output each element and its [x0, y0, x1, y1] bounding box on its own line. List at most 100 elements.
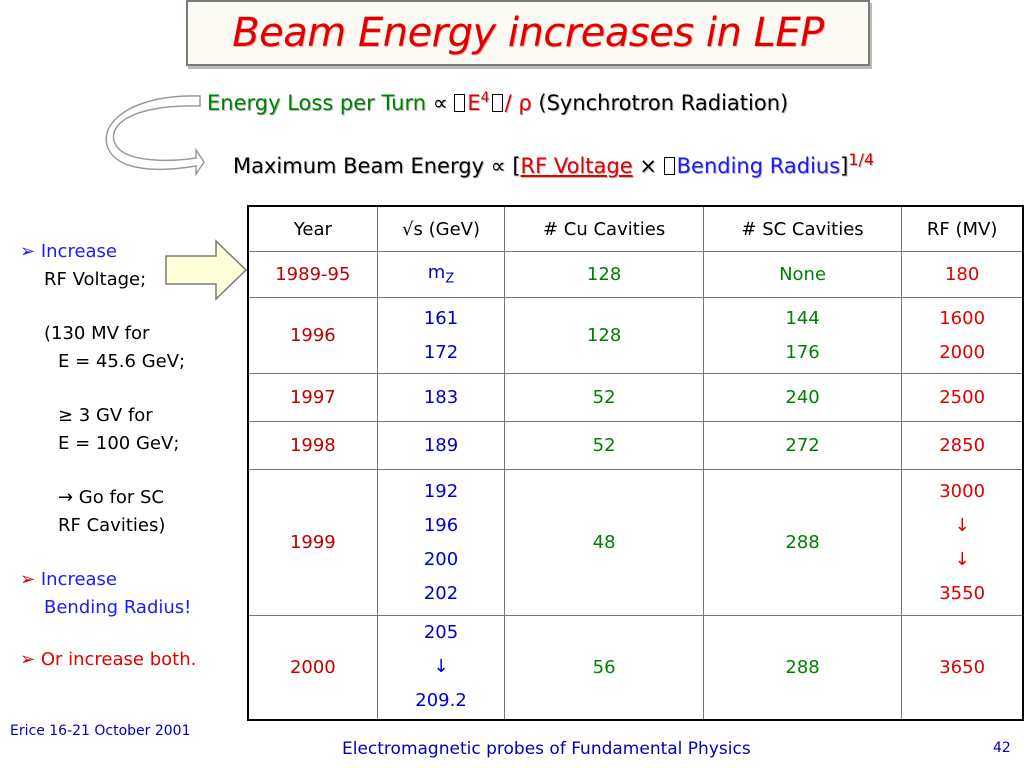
cell-value: 176 [785, 341, 820, 363]
mz-symbol: m [427, 262, 446, 284]
cell-sc: 240 [702, 373, 903, 422]
proportional-symbol: ∝ [ [490, 154, 521, 178]
table-row: 1999 192 196 200 202 48 288 3000 ↓ ↓ 3550 [247, 469, 1024, 616]
cell-value: 3550 [939, 582, 986, 604]
down-arrow-icon: ↓ [954, 548, 970, 570]
cell-year: 2000 [247, 615, 378, 720]
cell-value: 202 [423, 582, 459, 604]
cell-cu: 52 [504, 373, 704, 422]
energy-exponent: 4 [480, 90, 490, 106]
cell-sqrt-s: 161 172 [376, 297, 506, 374]
cell-sqrt-s: mZ [376, 251, 506, 298]
cell-year: 1997 [247, 373, 378, 422]
note-100gev: E = 100 GeV; [58, 433, 180, 454]
cell-value: 3000 [939, 480, 986, 502]
cell-value: 172 [423, 341, 459, 363]
table-row: 1997 183 52 240 2500 [247, 373, 1024, 422]
block-arrow-icon [165, 239, 248, 301]
proportional-symbol: ∝ [432, 91, 455, 115]
note-45gev: E = 45.6 GeV; [58, 351, 186, 372]
rho-symbol: ρ [518, 91, 539, 115]
cell-value: 161 [423, 307, 459, 329]
note-3gv: ≥ 3 GV for [58, 405, 153, 426]
header-cu-cavities: # Cu Cavities [504, 205, 704, 252]
cell-rf: 180 [901, 251, 1024, 298]
synchrotron-note: (Synchrotron Radiation) [538, 91, 789, 115]
mz-subscript: Z [445, 271, 455, 287]
max-energy-label: Maximum Beam Energy [233, 154, 491, 178]
max-energy-formula: Maximum Beam Energy ∝ [RF Voltage × Bend… [233, 150, 874, 178]
cell-value: 144 [785, 307, 820, 329]
cell-value: 209.2 [415, 690, 467, 712]
times-symbol: × [632, 154, 664, 178]
cell-value: 205 [423, 622, 459, 644]
energy-loss-label: Energy Loss per Turn [207, 91, 433, 115]
cell-cu: 128 [504, 297, 704, 374]
missing-glyph-box [491, 94, 503, 112]
header-rf: RF (MV) [901, 205, 1024, 252]
bullet-arrow-icon: ➢ [20, 649, 36, 670]
table-row: 1989-95 mZ 128 None 180 [247, 251, 1024, 298]
bending-radius-term: Bending Radius [676, 154, 841, 178]
table-row: 2000 205 ↓ 209.2 56 288 3650 [247, 615, 1024, 720]
table-row: 1998 189 52 272 2850 [247, 421, 1024, 470]
cell-value: 200 [423, 548, 459, 570]
cell-rf: 2500 [901, 373, 1024, 422]
cell-sc: 288 [702, 469, 903, 616]
rf-voltage-term: RF Voltage [520, 154, 633, 178]
note-rf-cavities: RF Cavities) [58, 515, 166, 536]
cell-value: 1600 [939, 307, 986, 329]
lep-energy-table: Year √s (GeV) # Cu Cavities # SC Cavitie… [247, 205, 1024, 721]
bullet-increase-rf: ➢ Increase [20, 238, 240, 266]
cell-value: 192 [423, 480, 459, 502]
cell-sqrt-s: 183 [376, 373, 506, 422]
header-year: Year [247, 205, 378, 252]
header-sc-cavities: # SC Cavities [702, 205, 903, 252]
note-go-sc: → Go for SC [58, 487, 164, 508]
cell-sqrt-s: 192 196 200 202 [376, 469, 506, 616]
cell-rf: 3650 [901, 615, 1024, 720]
down-arrow-icon: ↓ [433, 656, 449, 678]
header-sqrt-s: √s (GeV) [376, 205, 506, 252]
bullet-text-cont: Bending Radius! [44, 597, 192, 618]
table-row: 1996 161 172 128 144 176 1600 2000 [247, 297, 1024, 374]
bullet-text: Increase [40, 569, 118, 590]
down-arrow-icon: ↓ [954, 514, 970, 536]
cell-rf: 2850 [901, 421, 1024, 470]
missing-glyph-box [454, 94, 466, 112]
cell-sqrt-s: 205 ↓ 209.2 [376, 615, 506, 720]
closing-bracket: ] [840, 154, 849, 178]
bullet-increase-both: ➢ Or increase both. [20, 646, 240, 674]
cell-year: 1996 [247, 297, 378, 374]
bullet-increase-radius: ➢ Increase [20, 566, 240, 594]
cell-sqrt-s: 189 [376, 421, 506, 470]
cell-rf: 3000 ↓ ↓ 3550 [901, 469, 1024, 616]
title-box: Beam Energy increases in LEP [186, 0, 870, 66]
bullet-text-cont: RF Voltage; [44, 269, 147, 290]
quarter-exponent: 1/4 [848, 150, 875, 169]
footer-title: Electromagnetic probes of Fundamental Ph… [342, 739, 751, 759]
cell-sc: 272 [702, 421, 903, 470]
cell-sc: 144 176 [702, 297, 903, 374]
curved-arrow-icon [105, 95, 205, 177]
cell-cu: 128 [504, 251, 704, 298]
cell-sc: None [702, 251, 903, 298]
cell-value: 196 [423, 514, 459, 536]
bullet-text: Increase [40, 241, 118, 262]
division-slash: / [504, 91, 519, 115]
left-notes: ➢ Increase RF Voltage; (130 MV for E = 4… [20, 238, 240, 674]
note-130mv: (130 MV for [44, 323, 150, 344]
bullet-arrow-icon: ➢ [20, 569, 36, 590]
footer-event: Erice 16-21 October 2001 [10, 723, 191, 739]
cell-year: 1998 [247, 421, 378, 470]
page-number: 42 [993, 740, 1011, 756]
cell-value: 2000 [939, 341, 986, 363]
cell-rf: 1600 2000 [901, 297, 1024, 374]
bullet-arrow-icon: ➢ [20, 241, 36, 262]
cell-sc: 288 [702, 615, 903, 720]
energy-symbol: E [467, 91, 481, 115]
table-header-row: Year √s (GeV) # Cu Cavities # SC Cavitie… [247, 205, 1024, 252]
missing-glyph-box [663, 157, 675, 175]
slide-title: Beam Energy increases in LEP [232, 10, 824, 56]
cell-cu: 52 [504, 421, 704, 470]
